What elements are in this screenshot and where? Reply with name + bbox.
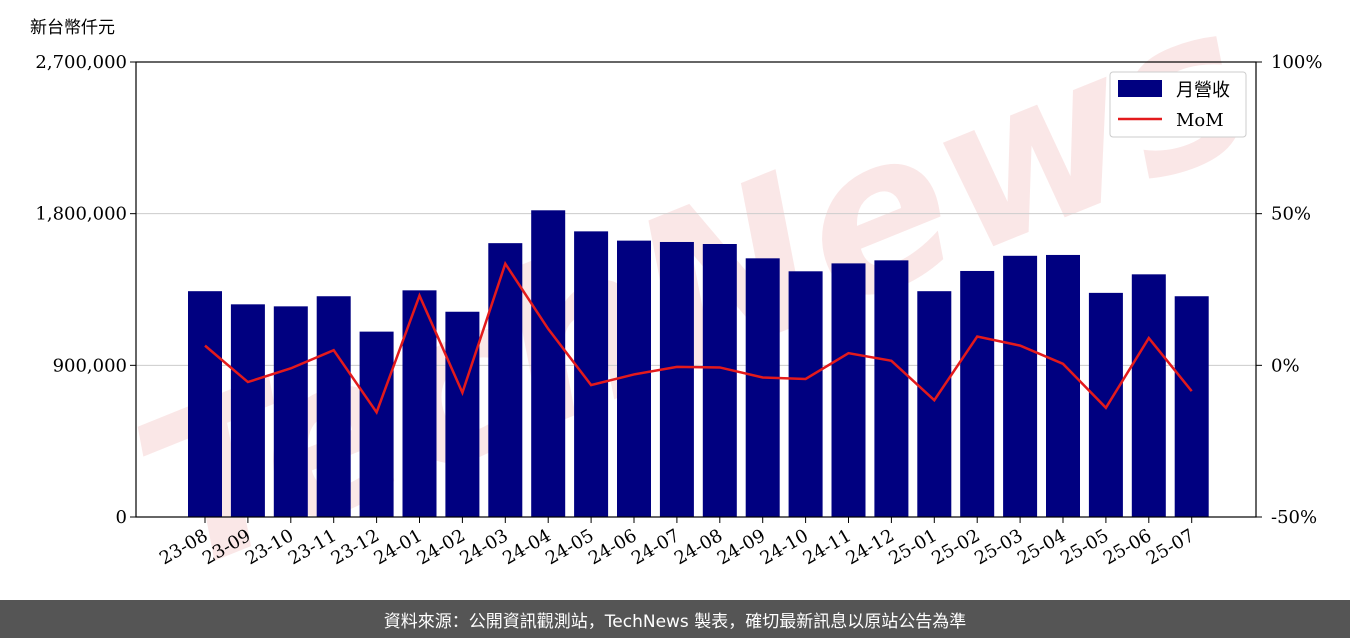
- revenue-bar: [659, 241, 694, 517]
- revenue-bar: [445, 311, 480, 517]
- right-y-axis: -50% 0% 50% 100%: [1256, 52, 1322, 528]
- revenue-bar: [788, 271, 823, 517]
- revenue-bar: [574, 231, 609, 517]
- x-tick-label: 25-03: [971, 525, 1026, 569]
- x-tick-label: 25-02: [928, 525, 983, 569]
- revenue-bar: [1088, 292, 1123, 517]
- source-footer-text: 資料來源：公開資訊觀測站，TechNews 製表，確切最新訊息以原站公告為準: [383, 611, 967, 632]
- revenue-bar: [745, 258, 780, 517]
- x-tick-label: 24-12: [842, 525, 897, 569]
- x-tick-label: 25-05: [1057, 525, 1112, 569]
- x-tick-label: 24-05: [542, 525, 597, 569]
- legend-bar-swatch: [1118, 80, 1162, 97]
- x-tick-label: 24-02: [413, 525, 468, 569]
- x-tick-label: 25-01: [885, 525, 940, 569]
- right-y-tick-label: 0%: [1271, 355, 1300, 376]
- right-y-tick-label: 100%: [1271, 52, 1322, 73]
- revenue-bar: [531, 210, 566, 517]
- mom-line: [204, 260, 1193, 416]
- x-tick-label: 24-10: [757, 525, 812, 569]
- x-tick-label: 24-11: [800, 525, 855, 569]
- left-y-tick-label: 0: [116, 507, 127, 528]
- revenue-bar: [273, 306, 308, 517]
- revenue-bar: [702, 244, 737, 517]
- revenue-bar: [874, 260, 909, 517]
- x-tick-label: 24-07: [628, 525, 683, 569]
- revenue-bar: [1003, 255, 1038, 517]
- legend-line-label: MoM: [1176, 110, 1224, 131]
- x-tick-label: 25-04: [1014, 525, 1069, 569]
- x-tick-label: 24-04: [499, 525, 554, 569]
- legend: 月營收 MoM: [1109, 71, 1247, 138]
- revenue-bar: [488, 243, 523, 517]
- bar-series: [188, 210, 1209, 517]
- revenue-bar: [1174, 296, 1209, 517]
- source-footer: 資料來源：公開資訊觀測站，TechNews 製表，確切最新訊息以原站公告為準: [0, 600, 1350, 638]
- revenue-bar: [917, 291, 952, 517]
- y-axis-unit-label: 新台幣仟元: [30, 18, 115, 38]
- left-y-tick-label: 900,000: [53, 355, 127, 376]
- revenue-bar: [1046, 254, 1080, 517]
- x-tick-label: 25-06: [1100, 525, 1155, 569]
- x-tick-label: 24-09: [714, 525, 769, 569]
- plot-frame: [135, 61, 1257, 518]
- x-tick-label: 24-08: [671, 525, 726, 569]
- revenue-bar: [617, 240, 651, 517]
- revenue-bar: [316, 296, 351, 517]
- revenue-bar: [1131, 274, 1166, 517]
- revenue-bar: [359, 331, 394, 517]
- right-y-tick-label: 50%: [1271, 204, 1311, 225]
- legend-bar-label: 月營收: [1176, 80, 1230, 101]
- x-tick-label: 25-07: [1143, 525, 1198, 569]
- x-tick-label: 24-03: [456, 525, 511, 569]
- left-y-tick-label: 1,800,000: [35, 204, 127, 225]
- revenue-bar: [188, 291, 222, 517]
- revenue-bar: [831, 263, 866, 517]
- left-y-tick-label: 2,700,000: [35, 52, 127, 73]
- revenue-bar: [230, 304, 265, 517]
- chart: TechNews 新台幣仟元 0900,0001,800,0002,700,00…: [30, 0, 1322, 600]
- x-tick-label: 24-06: [585, 525, 640, 569]
- left-y-axis: 0 900,000 1,800,000 2,700,000: [35, 52, 136, 528]
- revenue-bar: [960, 270, 995, 517]
- right-y-tick-label: -50%: [1271, 507, 1317, 528]
